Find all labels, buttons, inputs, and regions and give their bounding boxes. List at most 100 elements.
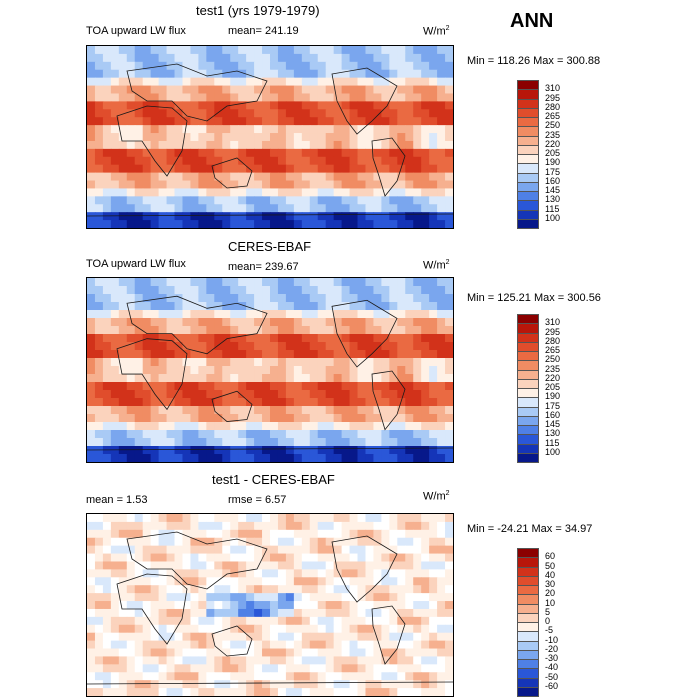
map-cell [150,326,160,335]
map-cell [206,382,215,391]
map-cell [222,117,231,126]
map-cell [317,278,327,287]
map-cell [238,640,247,650]
map-cell [166,664,176,673]
map-cell [357,172,367,182]
map-cell [222,593,231,602]
map-cell [126,212,136,221]
map-cell [94,553,104,563]
map-cell [118,553,128,563]
map-cell [206,188,215,197]
map-cell [254,537,263,547]
map-cell [134,648,144,658]
map-cell [333,140,343,150]
map-cell [206,109,215,118]
map-cell [285,164,295,174]
map-cell [341,294,351,303]
map-cell [285,545,295,555]
map-cell [126,46,136,55]
map-cell [277,180,287,190]
map-cell [317,521,327,531]
map-cell [437,664,446,673]
map-cell [150,664,160,673]
map-cell [357,616,367,626]
map-cell [373,46,382,55]
map-cell [126,156,136,166]
map-cell [357,117,367,126]
map-cell [429,640,438,650]
map-cell [206,561,215,570]
map-cell [397,632,406,642]
map-cell [445,358,453,367]
map-cell [429,438,438,447]
map-cell [389,529,398,539]
map-cell [277,61,287,71]
map-cell [397,521,406,531]
colorbar-tick-label: 20 [545,588,556,599]
map-cell [381,358,390,367]
map-cell [110,514,120,523]
map-cell [397,77,406,87]
map-cell [222,101,231,110]
map-cell [389,640,398,650]
map-cell [206,93,215,102]
map-cell [365,446,375,455]
map-cell [214,601,223,610]
map-cell [182,278,192,287]
map-cell [389,680,398,689]
map-cell [445,398,453,407]
map-cell [285,286,295,295]
map-cell [238,438,247,447]
map-cell [158,172,168,182]
map-cell [325,601,335,610]
colorbar-tick-label: 205 [545,148,561,158]
map-cell [190,286,199,295]
map-cell [158,446,168,455]
map-cell [405,350,414,359]
map-cell [118,93,128,102]
map-cell [270,188,279,197]
map-cell [317,688,327,696]
map-cell [413,521,422,531]
map-cell [389,656,398,665]
map-cell [182,148,192,158]
map-cell [373,212,382,221]
map-cell [397,326,406,335]
map-cell [413,601,422,610]
map-cell [230,664,239,673]
map-cell [413,406,422,415]
map-cell [254,85,263,95]
map-cell [118,545,128,555]
map-cell [413,164,422,174]
map-cell [150,672,160,681]
map-cell [166,278,176,287]
map-cell [285,156,295,166]
map-cell [214,204,223,213]
map-cell [429,61,438,71]
map-cell [270,640,279,650]
map-cell [94,93,104,102]
map-cell [270,286,279,295]
map-cell [333,406,343,415]
map-cell [238,585,247,594]
map-cell [142,430,152,439]
map-cell [166,85,176,95]
map-cell [110,46,120,55]
map-cell [214,390,223,399]
map-cell [174,382,184,391]
map-cell [373,624,382,634]
map-cell [389,616,398,626]
map-cell [182,53,192,63]
map-cell [94,350,104,359]
map-cell [421,140,430,150]
map-cell [246,318,255,327]
panel-1-mean: mean= 241.19 [228,25,299,37]
map-cell [437,220,446,228]
map-cell [126,688,136,696]
map-cell [174,53,184,63]
map-cell [222,148,231,158]
map-cell [174,140,184,150]
map-cell [142,672,152,681]
map-cell [198,688,207,696]
map-cell [437,537,446,547]
